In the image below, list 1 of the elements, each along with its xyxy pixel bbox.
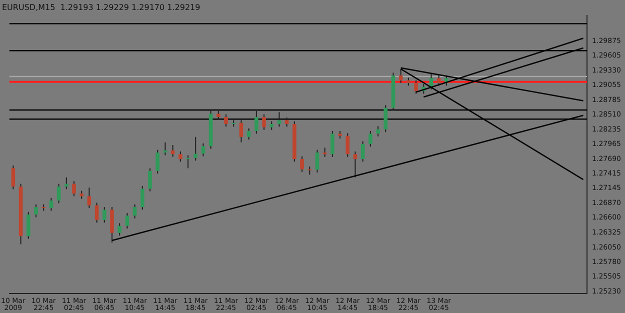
chart-title: EURUSD,M15 1.29193 1.29229 1.29170 1.29219 <box>2 2 200 12</box>
